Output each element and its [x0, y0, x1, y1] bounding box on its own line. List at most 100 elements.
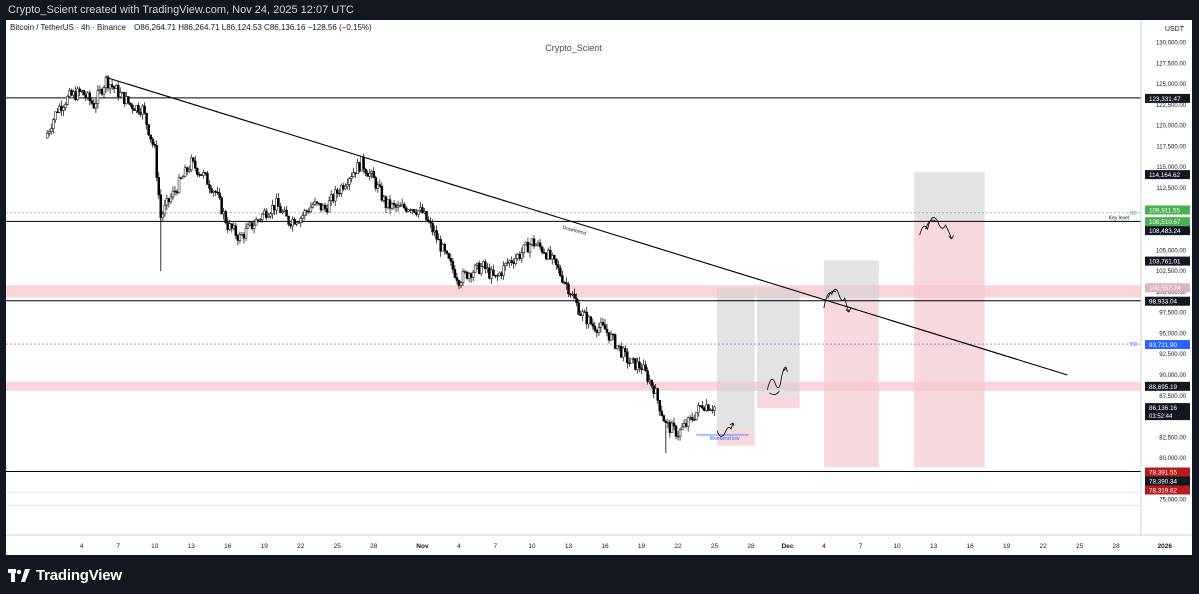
candle-body — [557, 264, 560, 269]
y-tick-label: 127,500.00 — [1156, 61, 1187, 67]
candle-body — [299, 217, 302, 223]
candle-body — [74, 91, 77, 100]
candle-body — [692, 419, 696, 421]
candle-body — [382, 196, 386, 201]
candle-body — [202, 172, 205, 176]
candle-body — [125, 96, 128, 105]
price-axis[interactable] — [1141, 20, 1192, 535]
candle-body — [273, 204, 276, 211]
y-tick-label: 102,500.00 — [1156, 269, 1187, 275]
candle-body — [106, 76, 110, 89]
candle-body — [218, 192, 221, 198]
candle-body — [508, 260, 511, 263]
projection-box-upper-0[interactable] — [716, 287, 755, 430]
ohlc-values: O86,264.71 H86,264.71 L86,124.53 C86,136… — [134, 23, 372, 32]
projection-scribble-3 — [919, 217, 954, 240]
candle-body — [711, 409, 714, 412]
level-tag-5: YO — [1130, 342, 1137, 348]
candle-body — [451, 260, 455, 270]
candle-body — [216, 191, 219, 194]
candle-body — [512, 262, 515, 264]
candle-body — [526, 242, 530, 253]
candle-body — [305, 210, 309, 212]
projection-box-lower-1[interactable] — [757, 395, 800, 409]
candle-body — [498, 272, 501, 276]
candle-body — [640, 367, 643, 370]
projection-box-lower-0[interactable] — [716, 429, 755, 446]
candle-body — [102, 87, 106, 95]
projection-box-lower-3[interactable] — [914, 221, 985, 468]
candle-body — [488, 267, 491, 279]
candle-body — [603, 324, 607, 330]
candle-body — [672, 422, 676, 427]
candle-body — [506, 262, 509, 264]
candle-body — [514, 258, 517, 264]
candle-body — [336, 189, 339, 194]
candle-body — [96, 90, 100, 104]
candle-body — [246, 224, 250, 229]
candle-body — [242, 234, 246, 239]
x-tick-label: 10 — [893, 543, 901, 550]
candle-body — [325, 208, 329, 213]
candle-body — [362, 156, 365, 170]
price-tag-label-6: 100,557.74 — [1149, 285, 1181, 292]
candle-body — [480, 266, 483, 274]
projection-box-upper-3[interactable] — [914, 172, 985, 222]
candle-body — [317, 202, 321, 205]
candle-body — [66, 96, 69, 105]
x-tick-label: 2026 — [1158, 543, 1173, 550]
candle-body — [664, 420, 668, 423]
candle-body — [624, 347, 627, 353]
price-tag-bg-2 — [1145, 205, 1190, 215]
candle-body — [200, 174, 203, 176]
candle-body — [348, 178, 351, 185]
candle-body — [555, 258, 558, 266]
downtrend-line[interactable] — [105, 76, 1068, 376]
x-tick-label: 22 — [297, 543, 305, 550]
candle-body — [439, 239, 442, 252]
candle-body — [84, 94, 87, 98]
candle-body — [281, 211, 284, 213]
candle-body — [607, 332, 611, 341]
candle-body — [194, 160, 197, 169]
candle-body — [116, 85, 120, 97]
candle-body — [354, 172, 357, 175]
candle-body — [666, 422, 670, 424]
tradingview-logo[interactable]: TradingView — [8, 566, 122, 584]
candle-body — [230, 223, 234, 229]
candle-body — [110, 84, 114, 87]
candle-body — [212, 191, 215, 193]
candle-body — [551, 255, 554, 260]
candle-body — [118, 92, 122, 97]
x-tick-label: 22 — [1039, 543, 1047, 550]
x-tick-label: 7 — [494, 543, 498, 550]
candle-body — [609, 333, 613, 341]
candle-body — [465, 271, 469, 279]
time-axis[interactable] — [6, 535, 1192, 555]
caption-bar: Crypto_Scient created with TradingView.c… — [0, 0, 1199, 20]
candle-body — [338, 192, 341, 195]
candle-body — [388, 199, 392, 209]
candle-body — [595, 330, 599, 333]
candle-body — [441, 244, 444, 252]
projection-box-lower-2[interactable] — [824, 300, 879, 468]
candle-body — [384, 196, 388, 208]
candle-body — [652, 385, 655, 394]
y-tick-label: 82,500.00 — [1159, 435, 1186, 441]
chart-frame[interactable]: Key level HO YO Downtrend Weekend low USDT 75,… — [6, 20, 1192, 555]
candle-body — [705, 404, 708, 411]
candle-body — [364, 168, 367, 174]
x-tick-label: 22 — [674, 543, 682, 550]
candle-body — [680, 426, 684, 430]
candle-body — [64, 104, 67, 108]
projection-box-upper-1[interactable] — [757, 287, 800, 396]
candle-body — [540, 246, 544, 253]
candle-body — [358, 162, 361, 172]
candle-body — [220, 197, 223, 215]
candle-body — [313, 201, 317, 205]
candle-body — [415, 212, 418, 215]
candle-body — [346, 184, 349, 187]
price-tag-bg-5 — [1145, 256, 1190, 266]
projection-box-upper-2[interactable] — [824, 260, 879, 301]
